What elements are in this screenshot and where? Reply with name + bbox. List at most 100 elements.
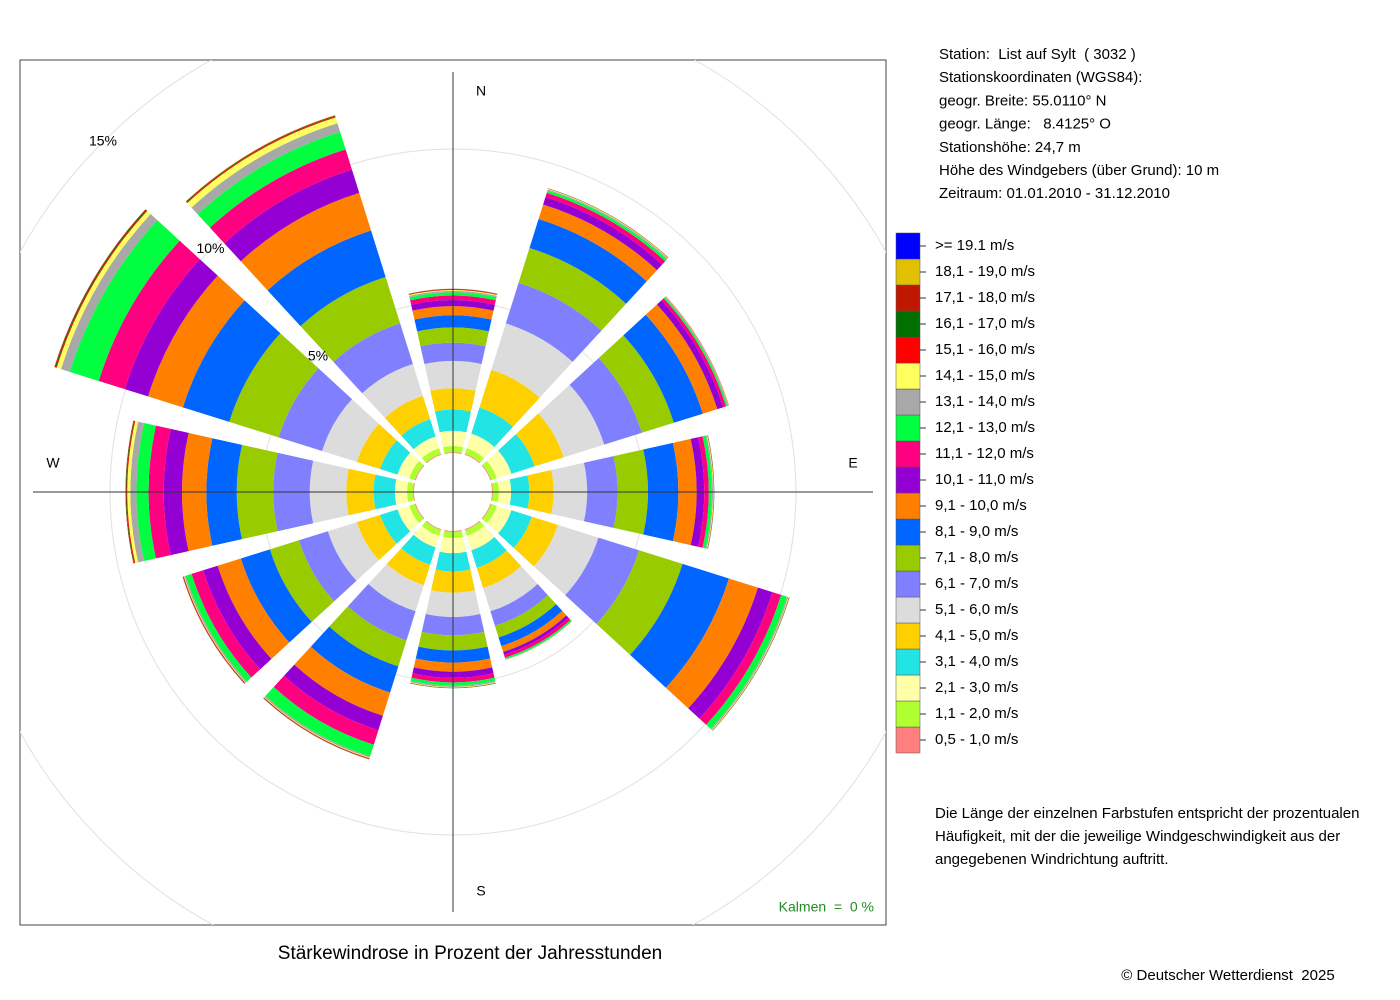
legend-swatch xyxy=(895,310,921,338)
legend-swatch xyxy=(895,648,921,676)
wind-segment xyxy=(56,210,151,370)
station-info: Station: List auf Sylt ( 3032 ) xyxy=(939,46,1136,63)
wind-segment xyxy=(706,594,787,729)
wind-segment xyxy=(61,213,158,372)
wind-segment xyxy=(126,420,136,564)
wind-segment xyxy=(409,503,424,524)
wind-segment xyxy=(322,399,379,462)
wind-segment xyxy=(482,503,497,524)
wind-segment xyxy=(410,680,496,687)
wind-segment xyxy=(425,453,442,464)
legend-swatch xyxy=(895,362,921,390)
plot-area xyxy=(20,60,886,925)
legend-label: 15,1 - 16,0 m/s xyxy=(935,341,1035,358)
station-info: geogr. Länge: 8.4125° O xyxy=(939,116,1111,133)
wind-segment xyxy=(476,550,522,589)
wind-segment xyxy=(148,275,245,408)
wind-segment xyxy=(410,677,496,686)
wind-segment xyxy=(707,435,714,549)
legend-swatch xyxy=(895,466,921,494)
wind-segment xyxy=(362,363,423,418)
copyright: © Deutscher Wetterdienst 2025 xyxy=(1121,967,1334,984)
wind-segment xyxy=(191,123,341,215)
station-info: Höhe des Windgebers (über Grund): 10 m xyxy=(939,162,1219,179)
wind-segment xyxy=(490,584,548,626)
wind-segment xyxy=(491,483,493,501)
wind-segment xyxy=(98,240,200,390)
legend-swatch xyxy=(895,258,921,286)
wind-segment xyxy=(698,436,709,548)
legend-label: 2,1 - 3,0 m/s xyxy=(935,679,1018,696)
wind-segment xyxy=(409,292,497,301)
chart-title: Stärkewindrose in Prozent der Jahresstun… xyxy=(278,943,662,964)
calm-label: Kalmen = 0 % xyxy=(779,899,874,915)
wind-segment xyxy=(623,314,703,423)
legend-swatch xyxy=(895,414,921,442)
direction-label: E xyxy=(848,455,857,471)
legend-label: 12,1 - 13,0 m/s xyxy=(935,419,1035,436)
wind-segment xyxy=(409,290,497,298)
wind-segment xyxy=(466,525,495,551)
legend-swatch xyxy=(895,700,921,728)
r-tick-label: 5% xyxy=(308,348,328,364)
wind-segment xyxy=(130,421,145,563)
wind-segment xyxy=(408,288,498,295)
wind-segment xyxy=(505,282,602,362)
wind-segment xyxy=(498,604,563,647)
wind-segment xyxy=(518,247,627,331)
wind-segment xyxy=(482,460,497,481)
wind-segment xyxy=(410,683,496,689)
wind-segment xyxy=(284,664,383,731)
legend-swatch xyxy=(895,726,921,754)
wind-segment xyxy=(565,537,640,624)
station-info: Zeitraum: 01.01.2010 - 31.12.2010 xyxy=(939,185,1170,202)
wind-segment xyxy=(408,289,498,295)
wind-segment xyxy=(545,192,666,265)
wind-segment xyxy=(481,464,492,481)
wind-segment xyxy=(486,505,512,534)
wind-segment xyxy=(300,276,401,362)
legend-label: 11,1 - 12,0 m/s xyxy=(935,445,1034,462)
wind-segment xyxy=(464,521,485,536)
wind-segment xyxy=(504,617,571,658)
wind-segment xyxy=(409,460,424,481)
wind-segment xyxy=(410,682,496,688)
wind-segment xyxy=(187,117,338,208)
wind-segment xyxy=(125,420,134,564)
wind-segment xyxy=(414,503,425,520)
legend-swatch xyxy=(895,596,921,624)
legend-swatch xyxy=(895,518,921,546)
wind-segment xyxy=(127,420,139,564)
wind-segment xyxy=(702,435,712,549)
wind-segment xyxy=(569,357,642,445)
wind-segment xyxy=(471,407,513,447)
legend-label: 4,1 - 5,0 m/s xyxy=(935,627,1018,644)
wind-segment xyxy=(481,503,492,520)
wind-segment xyxy=(464,453,481,464)
legend-swatch xyxy=(895,622,921,650)
wind-segment xyxy=(410,682,496,688)
legend-label: 10,1 - 11,0 m/s xyxy=(935,471,1034,488)
wind-segment xyxy=(705,435,714,549)
wind-segment xyxy=(413,436,440,459)
wind-segment xyxy=(529,218,647,304)
wind-segment xyxy=(397,505,420,532)
wind-segment xyxy=(347,584,416,641)
wind-segment xyxy=(327,522,379,581)
wind-segment xyxy=(479,369,540,427)
wind-segment xyxy=(494,595,557,638)
legend-label: 7,1 - 8,0 m/s xyxy=(935,549,1018,566)
legend-label: 14,1 - 15,0 m/s xyxy=(935,367,1035,384)
direction-label: W xyxy=(46,455,60,471)
wind-segment xyxy=(421,521,442,536)
legend-swatch xyxy=(895,440,921,468)
wind-segment xyxy=(125,420,135,564)
wind-segment xyxy=(356,423,397,470)
wind-segment xyxy=(515,413,564,467)
wind-segment xyxy=(380,509,411,544)
wind-segment xyxy=(229,333,319,438)
station-info: geogr. Breite: 55.0110° N xyxy=(939,92,1107,109)
wind-segment xyxy=(265,686,374,757)
legend-swatch xyxy=(895,284,921,312)
